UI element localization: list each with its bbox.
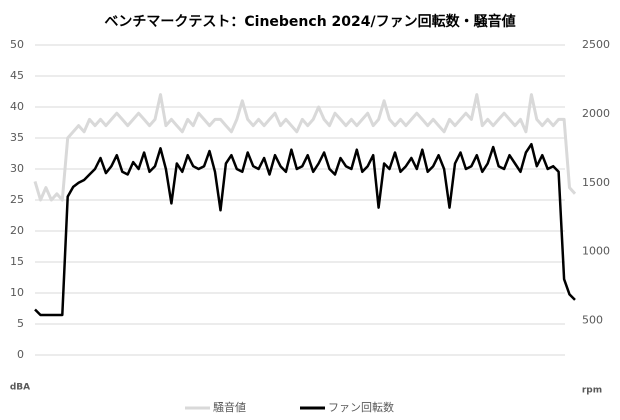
legend-label: ファン回転数 xyxy=(328,401,394,414)
y2-tick-label: 2000 xyxy=(582,107,610,120)
series-line xyxy=(33,93,577,202)
y-tick-label: 50 xyxy=(10,38,24,51)
y-tick-label: 20 xyxy=(10,224,24,237)
y-tick-label: 5 xyxy=(17,317,24,330)
y2-tick-label: 1500 xyxy=(582,176,610,189)
y-tick-label: 0 xyxy=(17,348,24,361)
chart-title: ベンチマークテスト：Cinebench 2024/ファン回転数・騒音値 xyxy=(104,13,515,30)
y-tick-label: 15 xyxy=(10,255,24,268)
y2-tick-label: 2500 xyxy=(582,38,610,51)
y-tick-label: 40 xyxy=(10,100,24,113)
y-axis-label: dBA xyxy=(10,383,30,393)
y2-tick-label: 500 xyxy=(582,314,603,327)
y2-axis-label: rpm xyxy=(582,386,602,396)
legend-label: 騒音値 xyxy=(213,400,246,414)
y-tick-label: 45 xyxy=(10,69,24,82)
y-tick-label: 35 xyxy=(10,131,24,144)
y-tick-label: 10 xyxy=(10,286,24,299)
y-tick-label: 25 xyxy=(10,193,24,206)
series-line xyxy=(34,142,576,317)
y-tick-label: 30 xyxy=(10,162,24,175)
y2-tick-label: 1000 xyxy=(582,245,610,258)
